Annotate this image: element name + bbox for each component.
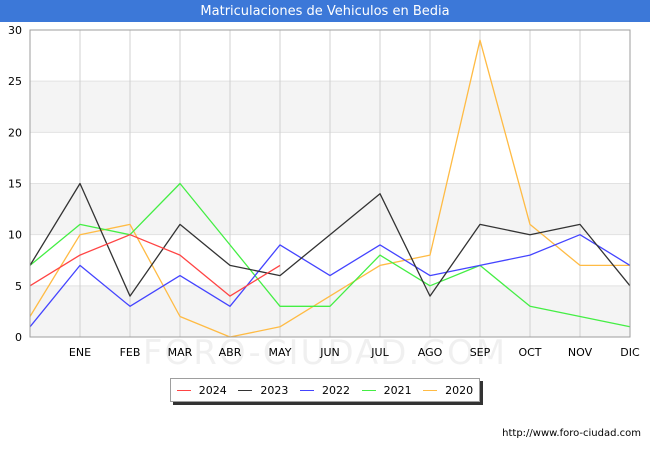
- legend-label: 2020: [445, 383, 474, 397]
- legend-item-2023: 2023: [238, 384, 288, 397]
- legend-swatch: [299, 389, 314, 391]
- series-line-2022: [29, 234, 631, 328]
- x-tick-label: OCT: [518, 346, 541, 359]
- x-tick-label: ENE: [69, 346, 91, 359]
- x-tick-label: MAY: [269, 346, 292, 359]
- x-axis-ticks: ENE FEB MAR ABR MAY JUN JUL AGO SEP OCT NOV DIC: [69, 346, 640, 359]
- legend: 2024 2023 2022 2021 2020: [170, 378, 480, 402]
- legend-item-2021: 2021: [361, 383, 412, 397]
- legend-label: 2024: [198, 383, 227, 397]
- legend-item-2024: 2024: [176, 383, 227, 397]
- series-line-2024: [29, 234, 281, 297]
- y-tick-label: 5: [15, 280, 22, 293]
- y-tick-label: 15: [8, 178, 22, 191]
- x-tick-label: JUN: [319, 346, 340, 359]
- legend-label: 2023: [260, 383, 289, 397]
- y-tick-label: 20: [8, 126, 22, 139]
- y-tick-label: 30: [8, 24, 22, 37]
- source-credit: http://www.foro-ciudad.com: [502, 428, 641, 439]
- chart-title-text: Matriculaciones de Vehiculos en Bedia: [200, 3, 450, 19]
- chart-title: Matriculaciones de Vehiculos en Bedia: [0, 0, 650, 22]
- x-tick-label: AGO: [418, 346, 443, 359]
- series-line-2020: [29, 39, 630, 338]
- x-tick-label: DIC: [620, 346, 640, 359]
- x-tick-label: JUL: [370, 346, 389, 359]
- x-tick-label: SEP: [470, 346, 491, 359]
- legend-swatch: [238, 389, 253, 391]
- legend-label: 2022: [321, 383, 350, 397]
- plot-frame: [29, 29, 631, 338]
- x-tick-label: FEB: [120, 346, 141, 359]
- series-lines: [29, 39, 631, 338]
- y-tick-label: 25: [8, 75, 22, 88]
- x-tick-label: MAR: [168, 346, 193, 359]
- legend-swatch: [423, 389, 438, 391]
- legend-item-2022: 2022: [299, 383, 350, 397]
- y-tick-label: 10: [8, 229, 22, 242]
- y-axis-ticks: 0 5 10 15 20 25 30: [8, 24, 22, 344]
- legend-swatch: [361, 389, 376, 391]
- legend-swatch: [176, 389, 191, 391]
- series-line-2023: [29, 182, 631, 297]
- legend-label: 2021: [383, 383, 412, 397]
- x-tick-label: ABR: [219, 346, 242, 359]
- x-tick-label: NOV: [568, 346, 593, 359]
- legend-item-2020: 2020: [423, 384, 473, 397]
- y-tick-label: 0: [15, 331, 22, 344]
